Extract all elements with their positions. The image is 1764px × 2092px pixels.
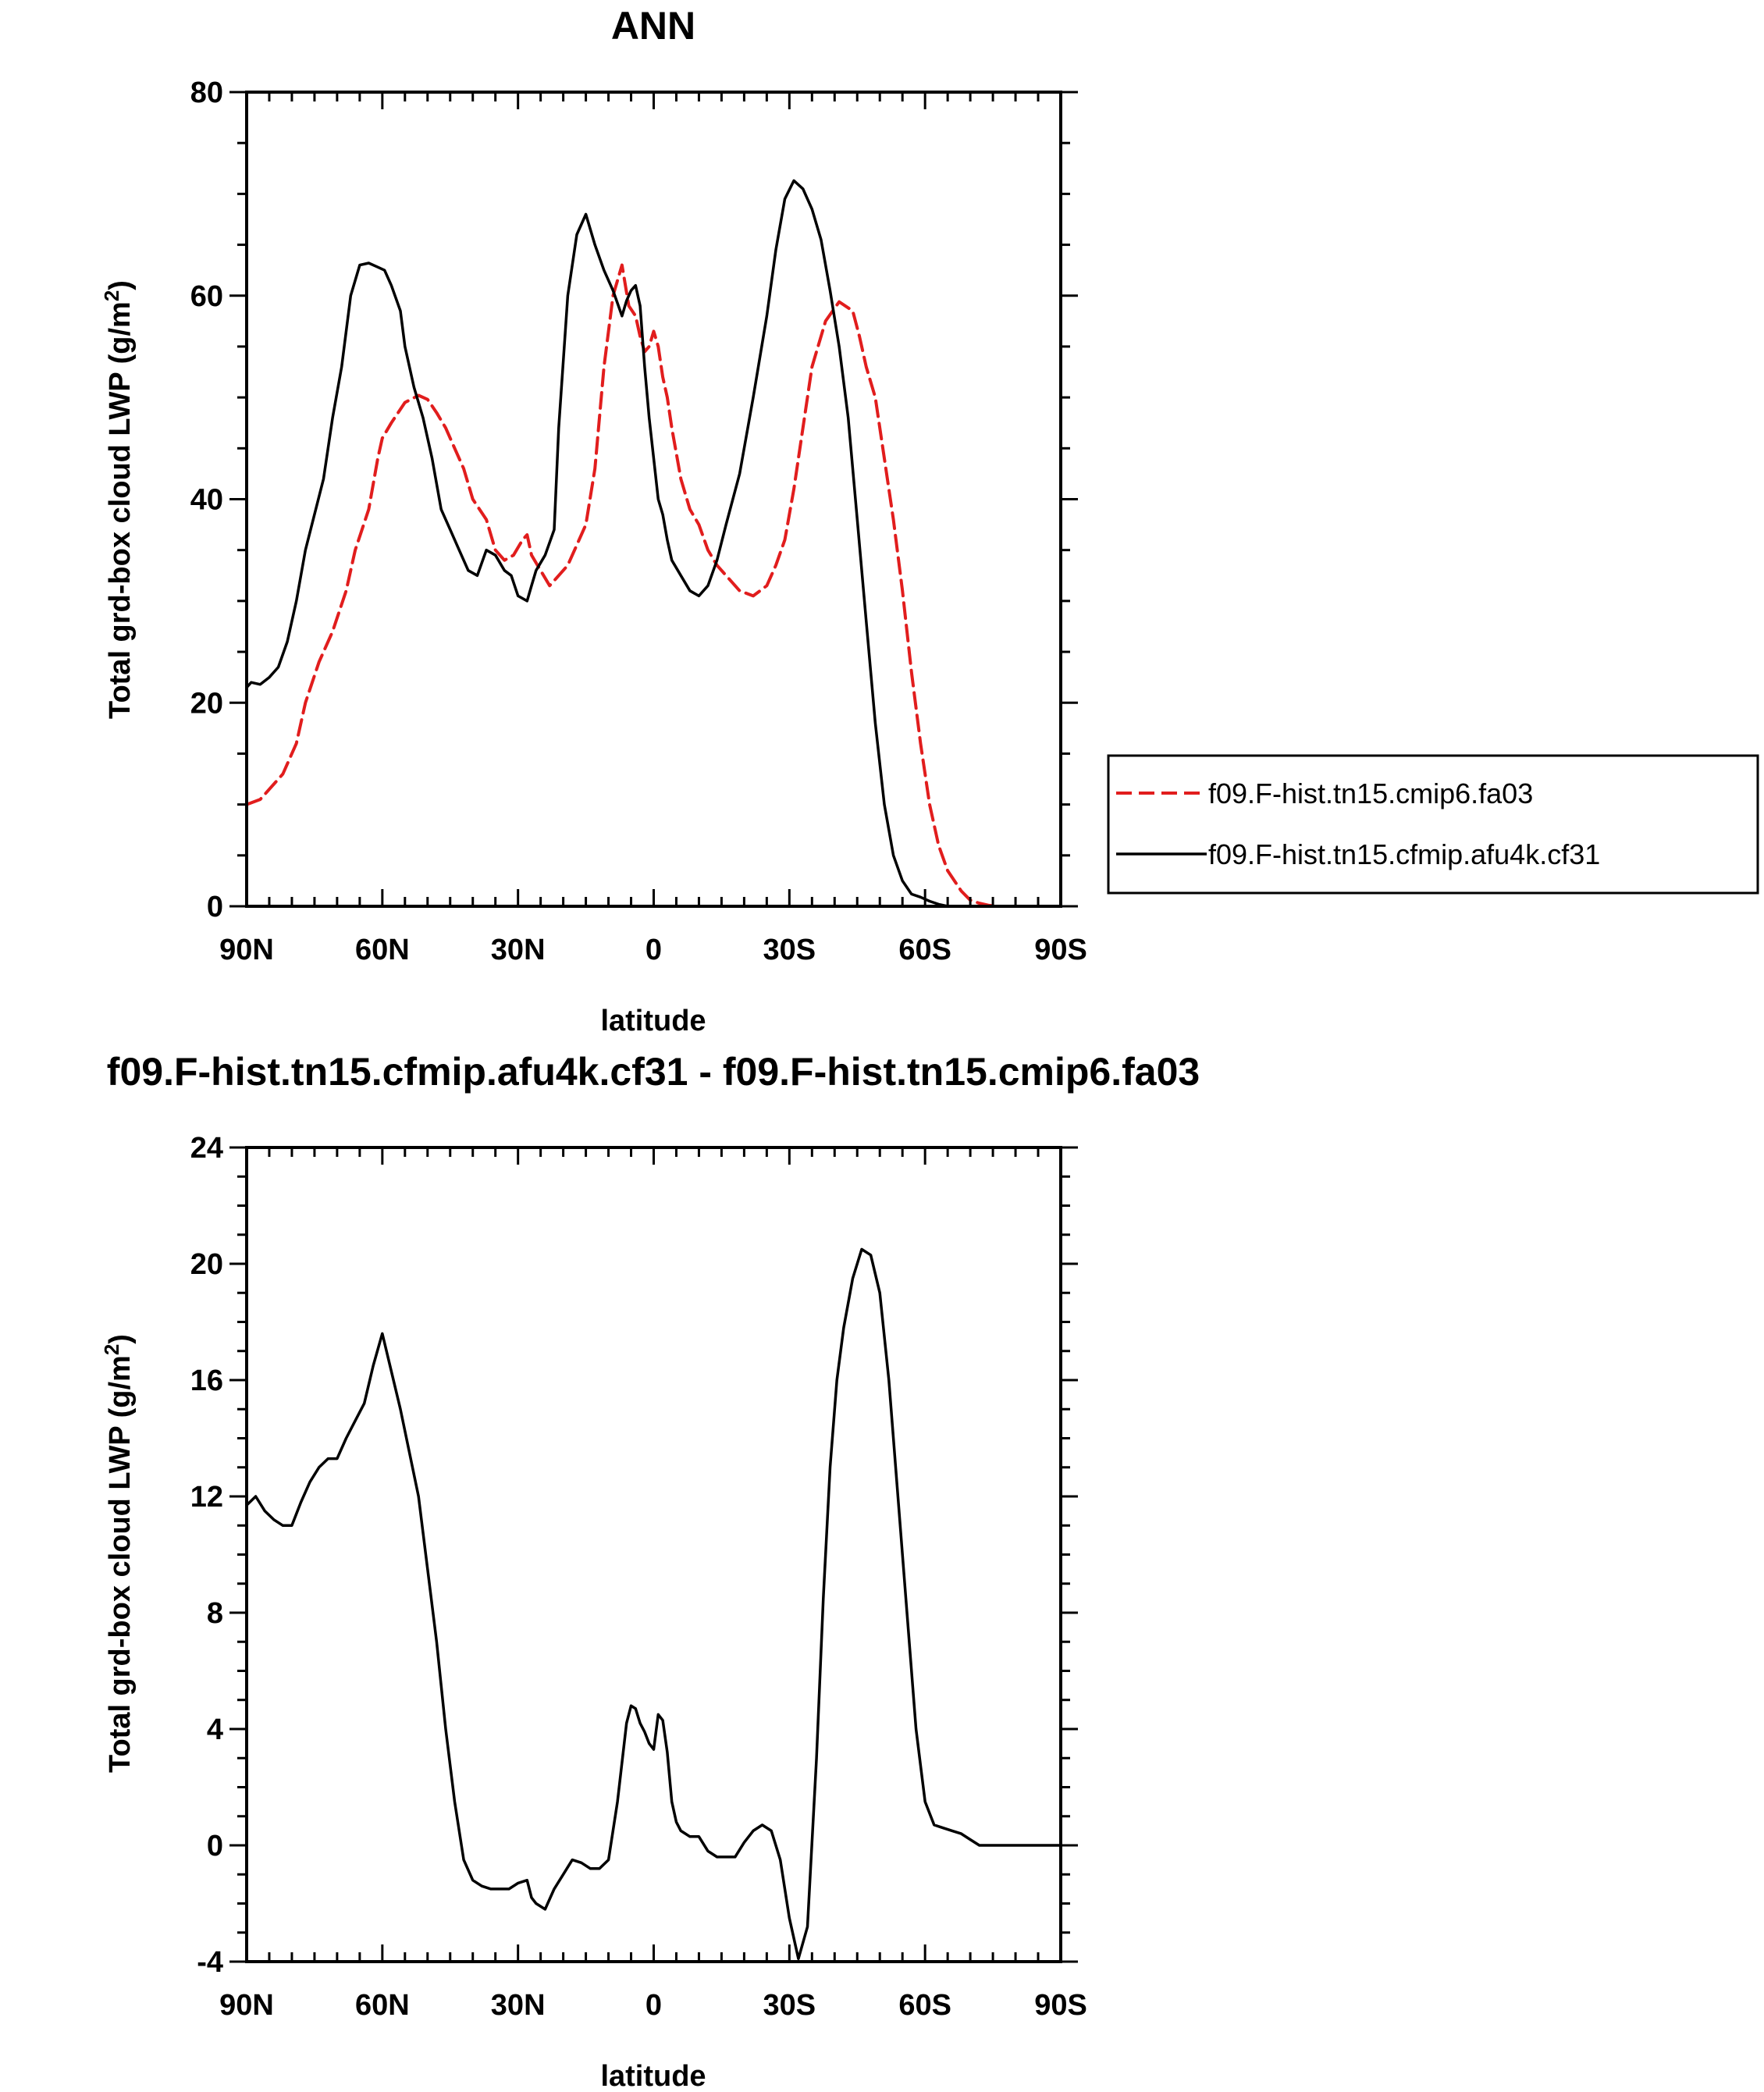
bottom-x-tick-label: 60S	[898, 1989, 951, 2022]
top-y-tick-label: 80	[190, 76, 223, 109]
top-series-line-1	[245, 179, 1062, 908]
bottom-panel: f09.F-hist.tn15.cfmip.afu4k.cf31 - f09.F…	[100, 1050, 1200, 2092]
top-y-tick-label: 0	[207, 891, 223, 923]
bottom-y-tick-label: 16	[190, 1364, 223, 1397]
legend: f09.F-hist.tn15.cmip6.fa03 f09.F-hist.tn…	[1107, 754, 1759, 895]
bottom-y-tick-label: 12	[190, 1481, 223, 1514]
bottom-y-tick-label: 8	[207, 1597, 223, 1630]
bottom-x-tick-label: 30S	[763, 1989, 816, 2022]
legend-label-cfmip: f09.F-hist.tn15.cfmip.afu4k.cf31	[1208, 838, 1600, 870]
top-x-tick-label: 30N	[491, 934, 546, 966]
top-y-axis-label: Total grd-box cloud LWP (g/m2)	[100, 280, 137, 719]
legend-label-cmip6: f09.F-hist.tn15.cmip6.fa03	[1208, 777, 1533, 809]
bottom-y-tick-label: 4	[207, 1713, 223, 1746]
bottom-x-tick-label: 90S	[1034, 1989, 1087, 2022]
bottom-chart-title: f09.F-hist.tn15.cfmip.afu4k.cf31 - f09.F…	[107, 1050, 1200, 1094]
bottom-y-tick-label: 24	[190, 1132, 223, 1165]
bottom-x-tick-label: 90N	[219, 1989, 274, 2022]
bottom-x-tick-label: 0	[645, 1989, 662, 2022]
top-x-tick-label: 0	[645, 934, 662, 966]
top-x-tick-label: 30S	[763, 934, 816, 966]
top-chart-title: ANN	[611, 4, 695, 48]
top-plot-frame	[245, 91, 1062, 908]
bottom-plot-frame	[245, 1146, 1062, 1963]
top-y-tick-label: 60	[190, 280, 223, 313]
top-series-line-0	[245, 263, 1062, 908]
top-x-tick-label: 90S	[1034, 934, 1087, 966]
bottom-y-tick-label: 0	[207, 1830, 223, 1863]
bottom-y-tick-label: -4	[197, 1946, 223, 1979]
legend-box	[1107, 754, 1759, 895]
top-x-tick-label: 60S	[898, 934, 951, 966]
bottom-y-tick-label: 20	[190, 1248, 223, 1281]
bottom-x-tick-label: 60N	[355, 1989, 410, 2022]
bottom-x-tick-label: 30N	[491, 1989, 546, 2022]
top-y-tick-label: 20	[190, 687, 223, 720]
bottom-y-axis-label: Total grd-box cloud LWP (g/m2)	[100, 1334, 137, 1773]
bottom-x-axis-label: latitude	[600, 2060, 706, 2092]
top-panel: ANN 90N 60N 30N 0 30S 60S 90S 0 20 40 60 80 latitud…	[100, 4, 1087, 1037]
top-x-tick-label: 60N	[355, 934, 410, 966]
bottom-series-line-0	[245, 1247, 1062, 1961]
top-x-axis-label: latitude	[600, 1005, 706, 1037]
top-x-tick-label: 90N	[219, 934, 274, 966]
top-y-tick-label: 40	[190, 484, 223, 517]
